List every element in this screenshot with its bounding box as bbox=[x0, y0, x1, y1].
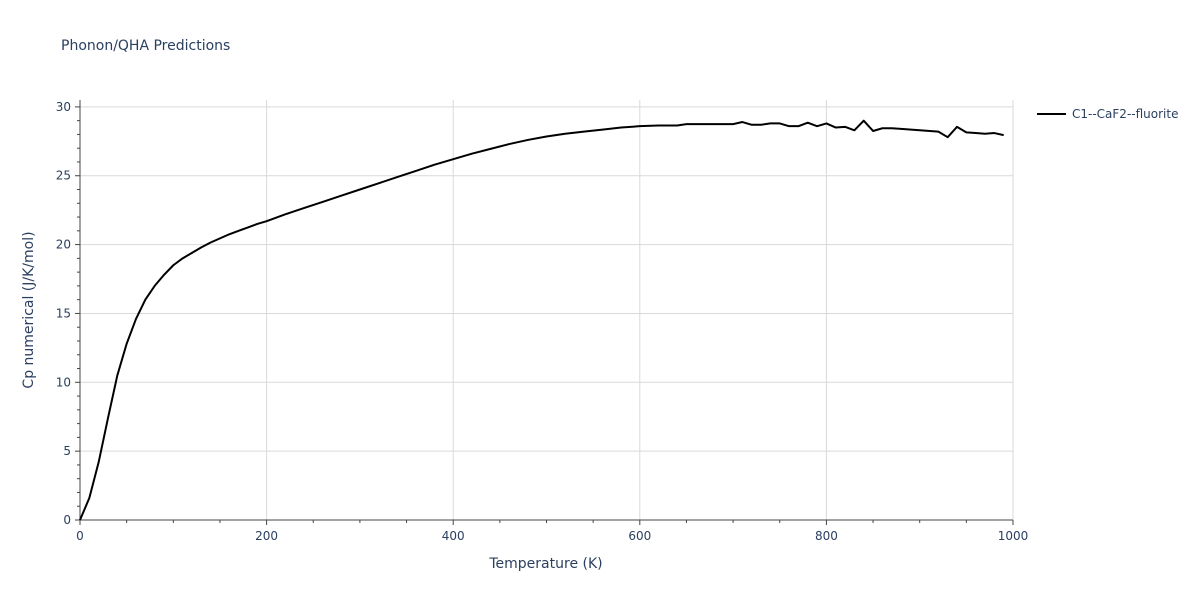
x-tick-label: 600 bbox=[628, 529, 651, 543]
x-tick-label: 0 bbox=[76, 529, 84, 543]
series-layer bbox=[79, 119, 1004, 521]
y-tick-label: 30 bbox=[56, 100, 71, 114]
y-tick-label: 0 bbox=[63, 513, 71, 527]
y-tick-label: 20 bbox=[56, 238, 71, 252]
x-tick-label: 400 bbox=[442, 529, 465, 543]
axis-layer: 0 200 400 600 800 1000 0 5 10 15 20 25 30 bbox=[56, 100, 1029, 543]
x-tick-label: 200 bbox=[255, 529, 278, 543]
y-tick-label: 10 bbox=[56, 375, 71, 389]
y-tick-label: 25 bbox=[56, 169, 71, 183]
y-axis-title: Cp numerical (J/K/mol) bbox=[21, 231, 37, 388]
legend-label: C1--CaF2--fluorite bbox=[1072, 107, 1178, 121]
x-tick-label: 1000 bbox=[998, 529, 1029, 543]
legend[interactable]: C1--CaF2--fluorite bbox=[1037, 107, 1178, 121]
series-line[interactable] bbox=[79, 119, 1004, 521]
chart-title: Phonon/QHA Predictions bbox=[61, 38, 230, 54]
y-tick-label: 5 bbox=[63, 444, 71, 458]
y-tick-label: 15 bbox=[56, 306, 71, 320]
x-tick-label: 800 bbox=[815, 529, 838, 543]
x-axis-title: Temperature (K) bbox=[488, 556, 602, 572]
grid-layer bbox=[80, 100, 1014, 520]
